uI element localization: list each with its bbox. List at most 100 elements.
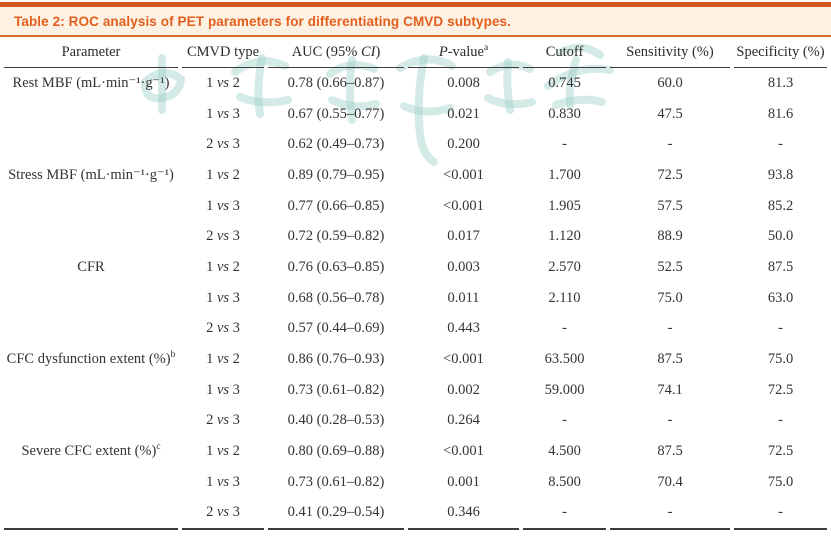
specificity-cell: 85.2 <box>767 197 794 214</box>
auc-cell: 0.73 (0.61–0.82) <box>287 381 385 398</box>
p-value-cell: 0.002 <box>447 381 480 398</box>
sensitivity-cell: 70.4 <box>657 473 683 490</box>
vs-label: vs <box>216 320 230 337</box>
vs-label: vs <box>216 74 230 91</box>
sensitivity-cell: 72.5 <box>657 166 683 183</box>
p-value-cell: 0.021 <box>447 105 480 122</box>
table-row: 2 vs 3 0.40 (0.28–0.53) 0.264 - - - <box>4 406 827 437</box>
cutoff-cell: - <box>562 320 567 337</box>
cmvd-type-cell: 2 vs 3 <box>206 228 240 245</box>
specificity-cell: - <box>778 136 783 153</box>
auc-cell: 0.62 (0.49–0.73) <box>287 136 385 153</box>
cmvd-type-cell: 2 vs 3 <box>206 412 240 429</box>
cutoff-cell: 4.500 <box>548 443 581 460</box>
auc-cell: 0.77 (0.66–0.85) <box>287 197 385 214</box>
col-header-sensitivity: Sensitivity (%) <box>610 37 730 68</box>
cmvd-type-cell: 1 vs 3 <box>206 105 240 122</box>
vs-label: vs <box>216 504 230 521</box>
auc-cell: 0.78 (0.66–0.87) <box>287 74 385 91</box>
p-value-cell: <0.001 <box>443 166 484 183</box>
table-row: Rest MBF (mL·min⁻¹·g⁻¹) 1 vs 2 0.78 (0.6… <box>4 68 827 99</box>
parameter-cell <box>4 129 178 160</box>
parameter-cell <box>4 99 178 130</box>
cmvd-type-cell: 1 vs 2 <box>206 258 240 275</box>
cmvd-type-cell: 1 vs 2 <box>206 74 240 91</box>
vs-label: vs <box>216 289 230 306</box>
cmvd-type-cell: 1 vs 3 <box>206 381 240 398</box>
table-row: 1 vs 3 0.67 (0.55–0.77) 0.021 0.830 47.5… <box>4 99 827 130</box>
cutoff-cell: - <box>562 136 567 153</box>
sensitivity-cell: - <box>667 320 673 337</box>
p-value-cell: <0.001 <box>443 351 484 368</box>
cutoff-cell: 2.570 <box>548 258 581 275</box>
roc-analysis-table: Parameter CMVD type AUC (95% CI) P-value… <box>0 37 831 531</box>
table-title-bar: Table 2: ROC analysis of PET parameters … <box>0 2 831 37</box>
auc-cell: 0.68 (0.56–0.78) <box>287 289 385 306</box>
p-value-cell: 0.346 <box>408 498 519 531</box>
col-header-cutoff: Cutoff <box>523 37 606 68</box>
table-body: Rest MBF (mL·min⁻¹·g⁻¹) 1 vs 2 0.78 (0.6… <box>4 68 827 531</box>
auc-cell: 0.40 (0.28–0.53) <box>287 412 385 429</box>
parameter-cell: Stress MBF (mL·min⁻¹·g⁻¹) <box>8 166 174 183</box>
table-row: 2 vs 3 0.41 (0.29–0.54) 0.346 - - - <box>4 498 827 531</box>
cutoff-cell: 63.500 <box>544 351 585 368</box>
cmvd-type-cell: 2 vs 3 <box>206 136 240 153</box>
sensitivity-cell: 52.5 <box>657 258 683 275</box>
p-value-cell: 0.008 <box>447 74 480 91</box>
specificity-cell: 75.0 <box>767 473 794 490</box>
specificity-cell: - <box>734 498 827 531</box>
table-row: Severe CFC extent (%)c 1 vs 2 0.80 (0.69… <box>4 436 827 467</box>
parameter-cell <box>4 498 178 531</box>
vs-label: vs <box>216 105 230 122</box>
auc-cell: 0.89 (0.79–0.95) <box>287 166 385 183</box>
specificity-cell: 63.0 <box>767 289 794 306</box>
sensitivity-cell: 75.0 <box>657 289 683 306</box>
vs-label: vs <box>216 197 230 214</box>
p-value-cell: 0.017 <box>447 228 480 245</box>
parameter-cell <box>4 283 178 314</box>
cutoff-cell: 2.110 <box>548 289 581 306</box>
auc-cell: 0.76 (0.63–0.85) <box>287 258 385 275</box>
specificity-cell: 87.5 <box>767 258 794 275</box>
specificity-cell: 75.0 <box>767 351 794 368</box>
sensitivity-cell: 88.9 <box>657 228 683 245</box>
col-header-auc: AUC (95% CI) <box>268 37 404 68</box>
sensitivity-cell: - <box>667 412 673 429</box>
cmvd-type-cell: 1 vs 2 <box>206 166 240 183</box>
specificity-cell: 93.8 <box>767 166 794 183</box>
parameter-cell: CFC dysfunction extent (%)b <box>6 350 176 368</box>
sensitivity-cell: - <box>610 498 730 531</box>
auc-cell: 0.73 (0.61–0.82) <box>287 473 385 490</box>
sensitivity-cell: 74.1 <box>657 381 683 398</box>
specificity-cell: 81.3 <box>767 74 794 91</box>
p-value-cell: 0.001 <box>447 473 480 490</box>
cutoff-cell: 1.905 <box>548 197 581 214</box>
cutoff-cell: 1.700 <box>548 166 581 183</box>
cutoff-cell: 59.000 <box>544 381 585 398</box>
table-row: 1 vs 3 0.77 (0.66–0.85) <0.001 1.905 57.… <box>4 191 827 222</box>
table-title: Table 2: ROC analysis of PET parameters … <box>14 13 512 29</box>
auc-cell: 0.41 (0.29–0.54) <box>268 498 404 531</box>
parameter-cell <box>4 314 178 345</box>
parameter-cell <box>4 191 178 222</box>
cmvd-type-cell: 1 vs 3 <box>206 473 240 490</box>
auc-cell: 0.72 (0.59–0.82) <box>287 228 385 245</box>
table-row: 2 vs 3 0.62 (0.49–0.73) 0.200 - - - <box>4 129 827 160</box>
cmvd-type-cell: 2 vs 3 <box>182 498 264 531</box>
parameter-cell <box>4 467 178 498</box>
table-row: 2 vs 3 0.72 (0.59–0.82) 0.017 1.120 88.9… <box>4 221 827 252</box>
vs-label: vs <box>216 258 230 275</box>
specificity-cell: 72.5 <box>767 443 794 460</box>
parameter-cell <box>4 221 178 252</box>
vs-label: vs <box>216 166 230 183</box>
p-value-cell: 0.264 <box>447 412 480 429</box>
cmvd-type-cell: 1 vs 2 <box>206 351 240 368</box>
p-value-cell: 0.200 <box>447 136 480 153</box>
cmvd-type-cell: 2 vs 3 <box>206 320 240 337</box>
sensitivity-cell: 60.0 <box>657 74 683 91</box>
p-value-cell: 0.443 <box>447 320 480 337</box>
vs-label: vs <box>216 136 230 153</box>
sensitivity-cell: 87.5 <box>657 443 683 460</box>
p-value-cell: <0.001 <box>443 197 484 214</box>
